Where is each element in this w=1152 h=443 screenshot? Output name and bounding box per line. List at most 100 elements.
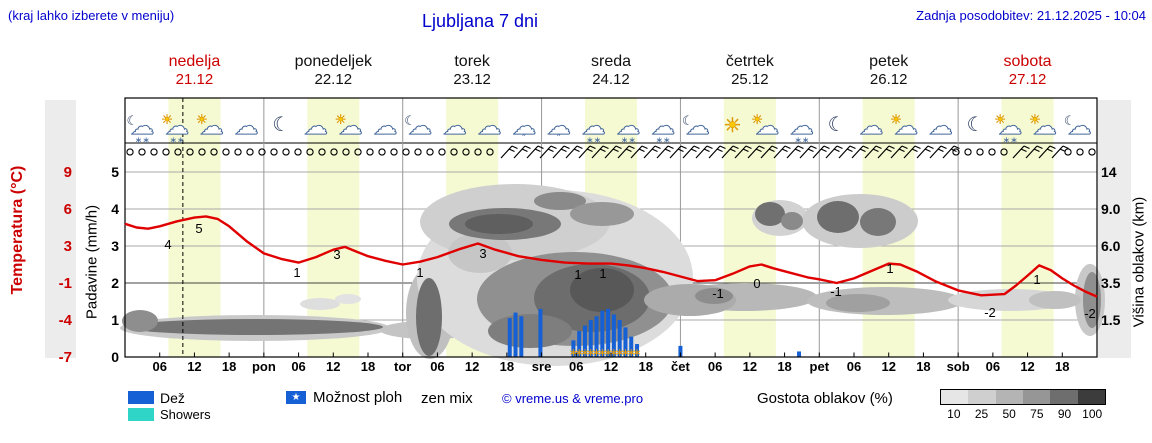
- temperature-value-label: -2: [1084, 306, 1096, 321]
- day-name: sobota: [1003, 53, 1052, 70]
- rain-bar: [519, 316, 524, 357]
- svg-text:☁: ☁: [339, 112, 363, 140]
- wind-barb-icon: [799, 145, 812, 159]
- wind-barb-icon: [656, 145, 669, 159]
- wind-barb-tick: [911, 148, 918, 153]
- wind-calm-icon: [450, 148, 458, 156]
- svg-text:☀: ☀: [1029, 113, 1041, 128]
- svg-text:☀: ☀: [751, 113, 763, 128]
- wind-barb-icon: [552, 145, 565, 159]
- wind-barb-icon: [1025, 145, 1038, 159]
- wind-barb-tick: [742, 148, 749, 153]
- wind-barb-tick: [719, 145, 726, 150]
- wind-barb-tick: [589, 145, 596, 150]
- temperature-value-label: 1: [599, 266, 606, 281]
- svg-text:☁: ☁: [790, 112, 814, 140]
- rain-bar: [629, 336, 634, 357]
- day-name: ponedeljek: [294, 53, 372, 70]
- cloud-cover-blob: [448, 233, 512, 273]
- cloud-cover-blob: [534, 192, 586, 210]
- wind-barb-tick: [901, 145, 908, 150]
- frozen-mix-legend-label: zen mix: [421, 390, 473, 407]
- wind-barb-tick: [885, 148, 892, 153]
- svg-text:☁: ☁: [1068, 112, 1092, 140]
- wind-barb-tick: [547, 148, 554, 153]
- cloud-cover-blob: [817, 201, 859, 233]
- weather-icon-snow-cloud: ☁∗∗: [581, 112, 606, 147]
- wind-barb-icon: [500, 145, 513, 159]
- day-header-ponedeljek: ponedeljek 22.12: [263, 52, 403, 89]
- cloud-cover-blob: [781, 212, 803, 230]
- wind-barb-icon: [825, 145, 838, 159]
- x-day-label: tor: [394, 359, 411, 374]
- wind-calm-icon: [330, 148, 338, 156]
- temperature-value-label: 5: [195, 221, 202, 236]
- wind-calm-icon: [438, 148, 446, 156]
- wind-barb-tick: [820, 148, 827, 153]
- svg-text:☁: ☁: [443, 112, 467, 140]
- wind-calm-icon: [1076, 148, 1084, 156]
- rain-swatch: [128, 391, 154, 404]
- day-date: 27.12: [1008, 71, 1047, 88]
- svg-text:☀: ☀: [196, 113, 208, 128]
- cloud-cover-blob: [465, 214, 533, 234]
- wind-barb-tick: [615, 145, 622, 150]
- day-header-petek: petek 26.12: [819, 52, 959, 89]
- wind-calm-icon: [174, 148, 182, 156]
- frozen-mix-marker: ∗: [598, 346, 607, 359]
- wind-barb-tick: [638, 148, 645, 153]
- day-name: petek: [869, 53, 909, 70]
- x-day-label: čet: [671, 359, 690, 374]
- temperature-value-label: 1: [1033, 272, 1040, 287]
- svg-text:☀: ☀: [335, 113, 347, 128]
- svg-text:☁: ☁: [547, 112, 571, 140]
- density-tick-label: 100: [1082, 407, 1103, 421]
- density-gradient-cell: [941, 390, 969, 404]
- wind-barb-tick: [807, 148, 814, 153]
- wind-barb-tick: [599, 148, 606, 153]
- wind-barb-tick: [781, 148, 788, 153]
- wind-calm-icon: [486, 148, 494, 156]
- temperature-line: [124, 215, 1098, 298]
- wind-barb-tick: [703, 148, 710, 153]
- wind-barb-icon: [812, 145, 825, 159]
- wind-calm-icon: [306, 148, 314, 156]
- cloud-cover-blob: [488, 314, 572, 348]
- density-tick-label: 10: [947, 407, 961, 421]
- cloud-cover-blob: [695, 288, 733, 304]
- wind-barb-tick: [823, 145, 830, 150]
- svg-text:☾: ☾: [127, 114, 139, 129]
- rain-bar: [623, 327, 628, 357]
- wind-barb-tick: [602, 145, 609, 150]
- precip-axis-tick: 2: [111, 275, 119, 291]
- cloud-axis-tick: 1.5: [1101, 312, 1121, 328]
- wind-barb-tick: [846, 148, 853, 153]
- copyright-link[interactable]: © vreme.us & vreme.pro: [502, 391, 644, 406]
- day-date: 24.12: [592, 71, 630, 88]
- svg-text:∗∗: ∗∗: [656, 136, 671, 146]
- wind-barb-icon: [526, 145, 539, 159]
- rain-bar: [600, 310, 605, 357]
- wind-barb-icon: [773, 145, 786, 159]
- temperature-value-label: 1: [416, 265, 423, 280]
- wind-barb-tick: [706, 145, 713, 150]
- svg-text:☀: ☀: [994, 113, 1006, 128]
- svg-text:☁: ☁: [755, 112, 779, 140]
- day-date: 21.12: [175, 71, 214, 88]
- wind-barb-tick: [755, 148, 762, 153]
- svg-text:☁: ☁: [512, 112, 536, 140]
- wind-barb-tick: [654, 145, 661, 150]
- rain-legend-label: Dež: [160, 390, 185, 406]
- frozen-mix-marker: ∗: [627, 346, 636, 359]
- weather-icon-cloud: ☁: [303, 112, 328, 141]
- temp-axis-tick: 6: [64, 201, 72, 218]
- x-day-label: pon: [252, 359, 276, 374]
- wind-calm-icon: [186, 148, 194, 156]
- day-date: 22.12: [314, 71, 353, 88]
- rain-bar: [678, 345, 683, 357]
- weather-icon-moon: ☾: [967, 112, 985, 136]
- x-hour-label: 18: [777, 359, 791, 374]
- wind-barb-tick: [508, 148, 515, 153]
- svg-text:☾: ☾: [828, 112, 846, 136]
- wind-barb-icon: [669, 145, 682, 159]
